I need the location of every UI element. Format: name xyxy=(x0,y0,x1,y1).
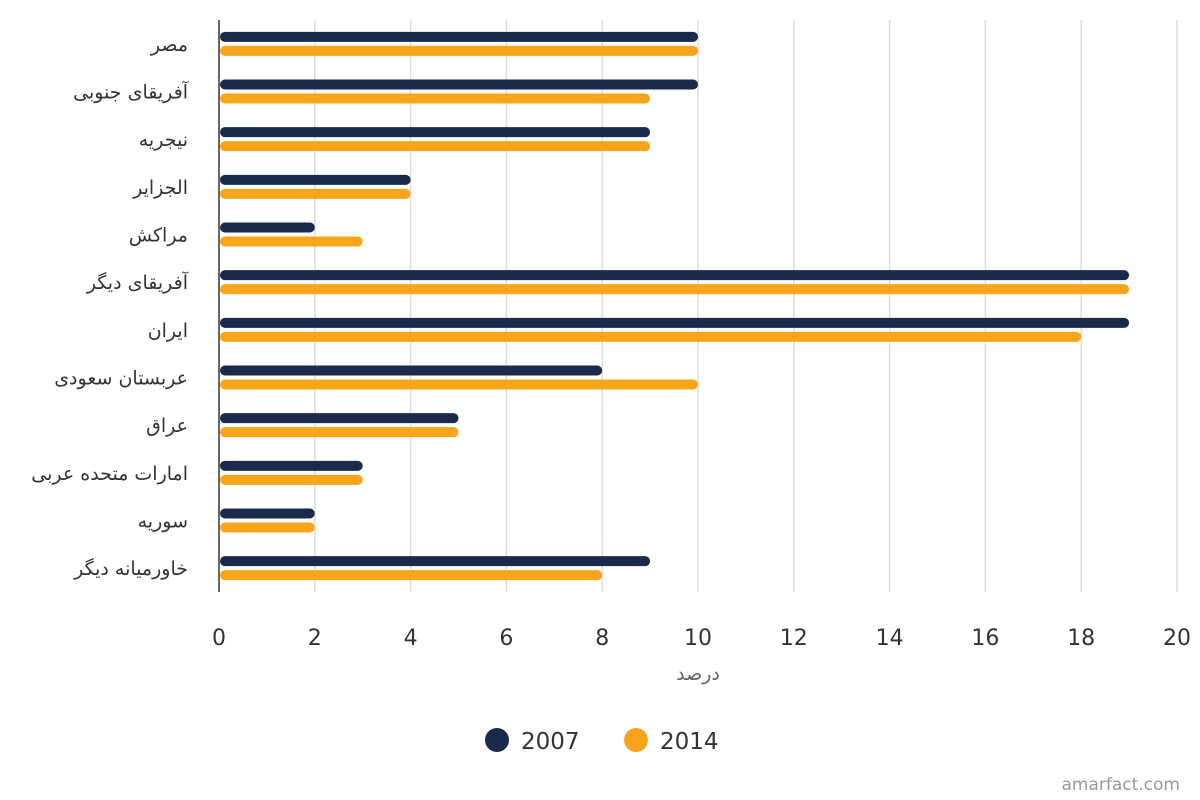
bar-2007-8 xyxy=(220,413,459,424)
bar-2014-10 xyxy=(220,522,315,533)
bar-2007-3 xyxy=(220,174,411,185)
x-tick-label: 4 xyxy=(404,626,418,651)
bar-2014-8 xyxy=(220,427,459,438)
bar-2014-9 xyxy=(220,474,363,485)
category-label: نیجریه xyxy=(139,129,188,151)
bar-2007-10 xyxy=(220,508,315,519)
bar-2007-9 xyxy=(220,460,363,471)
category-label: عراق xyxy=(146,415,188,437)
x-tick-label: 10 xyxy=(684,626,712,651)
category-label: عربستان سعودی xyxy=(54,368,188,390)
category-labels: مصر آفریقای جنوبی نیجریه الجزایر مراکش آفریقا… xyxy=(31,34,188,580)
gridlines xyxy=(314,20,1178,592)
legend: 2007 2014 xyxy=(485,728,719,755)
bar-2014-4 xyxy=(220,236,363,247)
x-tick-label: 0 xyxy=(212,626,226,651)
category-label: آفریقای دیگر xyxy=(86,270,189,294)
category-label: ایران xyxy=(148,320,188,342)
bar-2014-2 xyxy=(220,141,651,152)
legend-marker-2014 xyxy=(624,728,648,752)
category-label: آفریقای جنوبی xyxy=(73,80,189,104)
bar-2007-2 xyxy=(220,127,651,138)
bar-2014-0 xyxy=(220,45,698,56)
bar-2014-5 xyxy=(220,284,1130,295)
category-label: مصر xyxy=(150,34,188,56)
x-tick-label: 14 xyxy=(876,626,904,651)
x-tick-label: 18 xyxy=(1067,626,1095,651)
x-axis-title: درصد xyxy=(676,663,720,685)
x-tick-label: 6 xyxy=(499,626,513,651)
legend-label-2014: 2014 xyxy=(660,729,719,755)
bar-2014-3 xyxy=(220,188,411,199)
x-tick-labels: 0 2 4 6 8 10 12 14 16 18 20 xyxy=(212,626,1191,651)
bar-2014-11 xyxy=(220,570,603,581)
category-label: مراکش xyxy=(129,225,188,247)
bar-2014-7 xyxy=(220,379,698,390)
bar-2007-1 xyxy=(220,79,698,90)
category-label: سوریه xyxy=(138,511,188,533)
bar-2007-6 xyxy=(220,317,1130,328)
bar-2007-4 xyxy=(220,222,315,233)
bar-2007-7 xyxy=(220,365,603,376)
category-label: امارات متحده عربی xyxy=(31,463,188,485)
bars xyxy=(220,31,1130,581)
legend-marker-2007 xyxy=(485,728,509,752)
bar-2007-0 xyxy=(220,31,698,42)
category-label: الجزایر xyxy=(132,177,188,199)
bar-2007-11 xyxy=(220,556,651,567)
category-label: خاورمیانه دیگر xyxy=(73,557,188,580)
x-tick-label: 16 xyxy=(971,626,999,651)
credit-text: amarfact.com xyxy=(1061,775,1180,795)
x-tick-label: 8 xyxy=(595,626,609,651)
x-tick-label: 20 xyxy=(1163,626,1191,651)
bar-2007-5 xyxy=(220,270,1130,281)
x-tick-label: 12 xyxy=(780,626,808,651)
legend-label-2007: 2007 xyxy=(521,729,580,755)
bar-2014-1 xyxy=(220,93,651,104)
bar-2014-6 xyxy=(220,331,1082,342)
x-tick-label: 2 xyxy=(308,626,322,651)
